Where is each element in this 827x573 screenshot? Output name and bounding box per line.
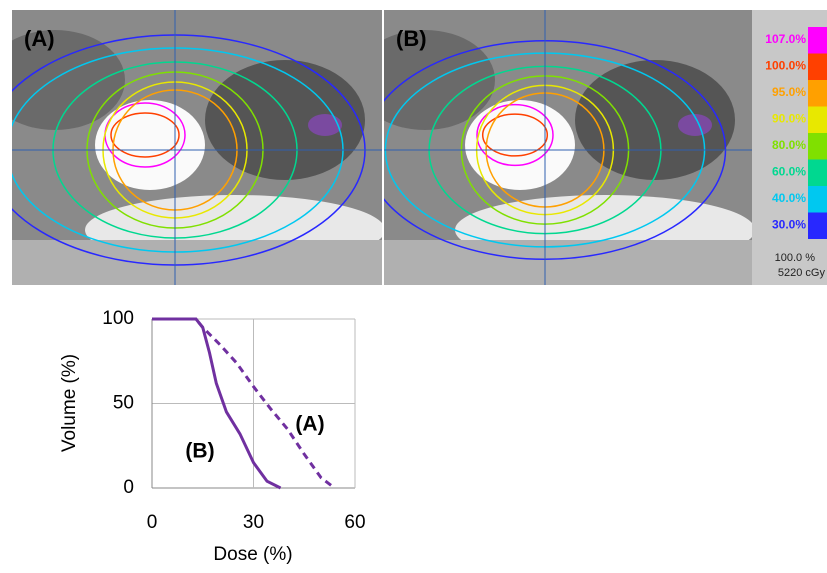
colorbar-swatch [808,186,827,213]
y-tick-label: 0 [123,477,134,498]
ct-dark [12,30,125,130]
x-tick-label: 60 [344,512,365,533]
isodose-line [110,112,180,158]
series-label: (A) [295,413,324,436]
organ [678,114,712,136]
panel-label: (A) [24,26,55,51]
organ [308,114,342,136]
colorbar-swatch [808,27,827,54]
ct-bottom [384,240,752,285]
colorbar-label: 40.0% [772,191,806,205]
colorbar-swatch [808,133,827,160]
colorbar-swatch [808,212,827,239]
colorbar-label: 90.0% [772,112,806,126]
series-label: (B) [185,440,214,463]
y-tick-label: 100 [102,308,134,329]
colorbar-swatch [808,80,827,107]
y-axis-label: Volume (%) [59,354,80,452]
ct-bottom [12,240,382,285]
colorbar-swatch [808,53,827,80]
colorbar-swatch [808,159,827,186]
colorbar-footer: 5220 cGy [778,267,826,279]
isodose-line [481,113,549,157]
dvh-line [152,317,282,490]
colorbar-label: 100.0% [765,59,806,73]
ct-panel [384,10,752,285]
ct-dark [575,60,735,180]
ct-dark [384,30,495,130]
colorbar-label: 80.0% [772,138,806,152]
ct-panel [12,10,382,285]
x-tick-label: 0 [147,512,158,533]
colorbar-footer: 100.0 % [775,252,816,264]
isodose-line [476,103,554,167]
target [95,100,205,190]
colorbar-label: 107.0% [765,32,806,46]
y-tick-label: 50 [113,393,134,414]
panel-label: (B) [396,26,427,51]
colorbar-label: 60.0% [772,165,806,179]
target [465,100,575,190]
x-tick-label: 30 [243,512,264,533]
colorbar-swatch [808,106,827,133]
colorbar-label: 95.0% [772,85,806,99]
x-axis-label: Dose (%) [213,544,292,565]
colorbar-label: 30.0% [772,218,806,232]
